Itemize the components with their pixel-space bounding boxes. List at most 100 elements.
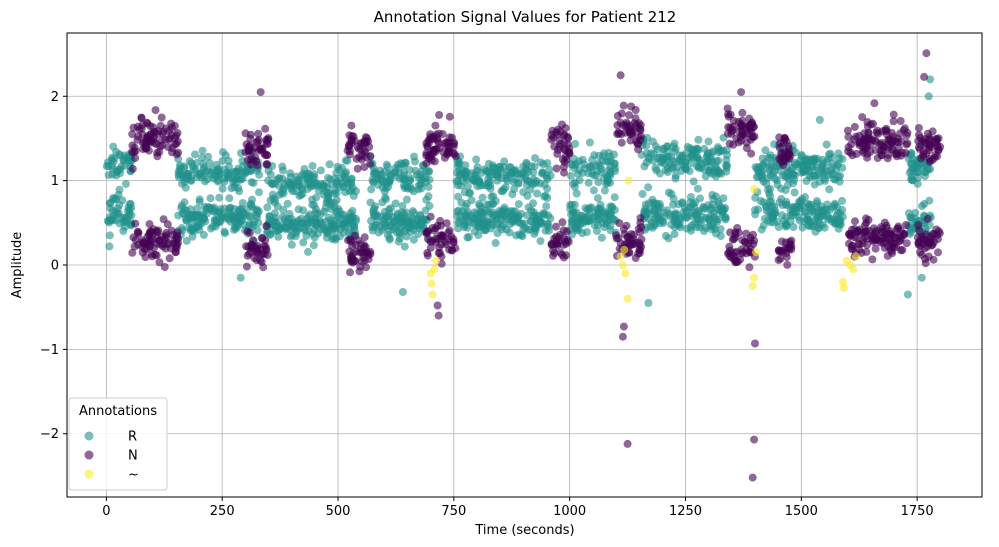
data-point xyxy=(541,226,550,235)
data-point xyxy=(915,226,924,235)
data-point xyxy=(510,185,519,193)
data-point xyxy=(131,219,140,228)
data-point xyxy=(346,150,354,159)
data-point xyxy=(157,113,166,122)
data-point xyxy=(868,231,876,240)
data-point xyxy=(400,242,409,251)
data-point xyxy=(805,171,814,180)
legend-title: Annotations xyxy=(79,404,157,419)
data-point xyxy=(424,192,433,201)
data-point xyxy=(734,138,743,147)
data-point xyxy=(423,142,432,151)
data-point xyxy=(133,227,142,236)
data-point xyxy=(522,164,531,173)
data-point xyxy=(781,186,790,195)
data-point xyxy=(666,210,674,219)
data-point xyxy=(294,205,303,214)
data-point xyxy=(924,252,933,261)
data-point xyxy=(191,150,199,159)
legend-items: RN ~ xyxy=(84,430,139,483)
data-point xyxy=(533,189,542,198)
data-point xyxy=(669,194,678,203)
data-point xyxy=(287,221,296,230)
data-point xyxy=(503,177,512,185)
data-point xyxy=(489,192,498,201)
data-point xyxy=(283,199,292,208)
data-point xyxy=(258,233,266,242)
data-point xyxy=(131,147,140,156)
data-point xyxy=(776,247,785,256)
data-point xyxy=(717,169,726,178)
data-point xyxy=(916,248,925,257)
data-point xyxy=(676,223,685,232)
data-point xyxy=(664,188,673,197)
data-point xyxy=(872,138,881,147)
data-point xyxy=(596,201,605,209)
data-point xyxy=(871,244,880,253)
data-point xyxy=(449,140,458,149)
data-point xyxy=(517,171,526,180)
data-point xyxy=(304,212,313,221)
data-point xyxy=(495,210,504,218)
data-point xyxy=(693,184,702,193)
data-point xyxy=(148,252,157,261)
data-point xyxy=(887,242,896,251)
data-point xyxy=(630,119,639,128)
data-point xyxy=(266,196,275,205)
data-point xyxy=(463,233,472,242)
data-point xyxy=(417,179,426,188)
data-point xyxy=(640,162,649,171)
data-point xyxy=(452,177,461,186)
data-point xyxy=(858,113,867,122)
data-point xyxy=(218,156,227,165)
data-point xyxy=(140,245,149,254)
data-point xyxy=(700,227,708,235)
data-point xyxy=(182,236,191,245)
data-point xyxy=(572,189,581,198)
y-tick-label: 2 xyxy=(51,90,59,105)
data-point xyxy=(159,127,168,136)
data-point xyxy=(289,180,298,189)
data-point xyxy=(246,199,255,208)
data-point xyxy=(486,184,495,193)
data-point xyxy=(466,188,474,197)
data-point xyxy=(460,168,469,177)
data-point xyxy=(347,121,356,130)
data-point xyxy=(237,206,246,215)
x-tick-label: 1250 xyxy=(669,504,702,519)
data-point xyxy=(822,140,831,149)
data-point xyxy=(242,262,251,271)
x-tick-label: 250 xyxy=(210,504,235,519)
data-point xyxy=(174,211,183,220)
data-point xyxy=(254,136,263,144)
data-point xyxy=(775,198,784,207)
data-point xyxy=(896,129,905,138)
data-point xyxy=(926,75,935,84)
data-point xyxy=(120,214,129,222)
data-point xyxy=(803,199,812,208)
data-point xyxy=(545,165,554,174)
data-point xyxy=(425,167,433,175)
data-point xyxy=(308,200,317,209)
data-point xyxy=(554,233,563,242)
data-point xyxy=(424,235,432,243)
data-point xyxy=(878,145,886,154)
data-point xyxy=(351,217,360,226)
data-point xyxy=(288,187,297,196)
data-point xyxy=(206,194,215,203)
data-point xyxy=(589,186,598,195)
data-point xyxy=(810,180,819,189)
data-point xyxy=(105,242,114,251)
data-point xyxy=(427,279,436,288)
data-point xyxy=(914,124,923,132)
data-point xyxy=(565,149,574,158)
data-point xyxy=(182,216,191,225)
data-point xyxy=(868,255,877,264)
data-point xyxy=(373,212,381,221)
data-point xyxy=(527,217,536,226)
data-point xyxy=(405,217,414,226)
data-point xyxy=(750,435,759,444)
data-point xyxy=(577,211,586,220)
data-point xyxy=(889,117,898,126)
